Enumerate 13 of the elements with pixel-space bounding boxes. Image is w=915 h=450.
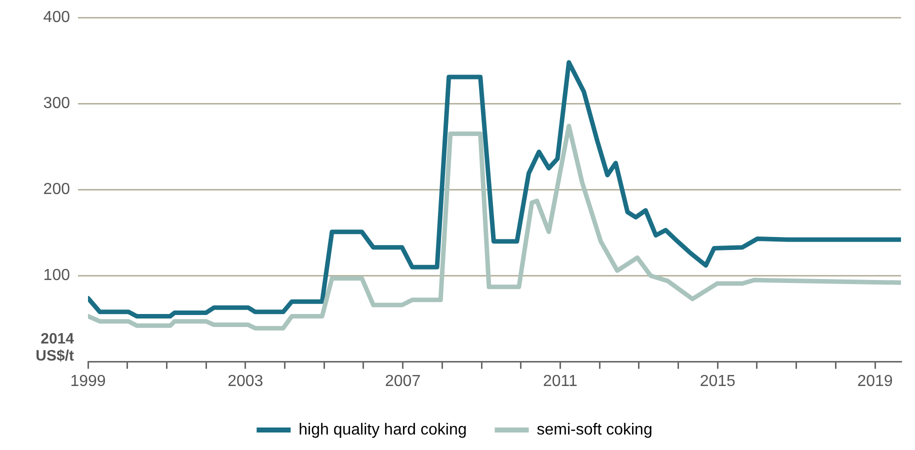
y-tick-label: 100 (43, 267, 70, 284)
x-tick-label: 1999 (70, 372, 106, 390)
x-tick-label: 2007 (385, 372, 421, 390)
x-tick-label: 2015 (700, 372, 736, 390)
legend-label: high quality hard coking (298, 421, 467, 438)
x-tick-label: 2011 (543, 372, 578, 390)
y-tick-label: 400 (43, 9, 70, 26)
legend-label: semi-soft coking (536, 421, 652, 438)
y-tick-label: 300 (43, 95, 70, 112)
y-tick-label: 200 (43, 181, 70, 198)
y-axis-title: 2014 US$/t (36, 330, 75, 364)
x-tick-label: 2019 (857, 372, 893, 390)
x-tick-label: 2003 (228, 372, 264, 390)
